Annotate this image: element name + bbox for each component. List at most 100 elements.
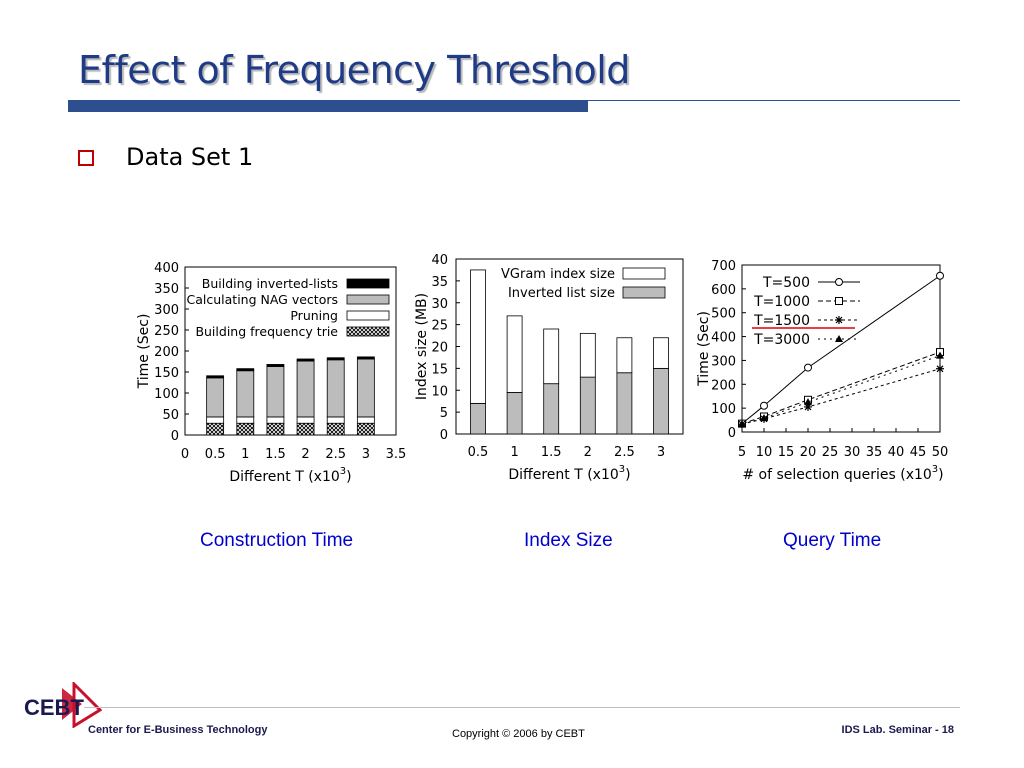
title-underline-line	[588, 100, 960, 101]
slide-title: Effect of Frequency Threshold	[78, 48, 630, 92]
bar-segment	[296, 416, 315, 424]
legend-label: T=1000	[753, 294, 810, 310]
bar-segment	[236, 368, 255, 372]
legend-label: T=500	[762, 275, 810, 291]
x-tick-label: 5	[738, 445, 746, 460]
x-tick-label: 2	[584, 445, 592, 460]
footer-page-label: IDS Lab. Seminar - 18	[841, 724, 954, 736]
bar-segment	[616, 337, 633, 374]
x-tick-label: 2.5	[614, 445, 635, 460]
bar-segment	[236, 416, 255, 424]
y-tick-label: 400	[154, 261, 179, 276]
x-tick-label: 1.5	[265, 447, 286, 462]
bar-segment	[326, 357, 345, 361]
legend-label: Pruning	[290, 308, 338, 323]
legend-label: T=1500	[753, 313, 810, 329]
cebt-logo: CEBT	[24, 682, 102, 728]
series-line	[741, 275, 941, 425]
caption-index-size: Index Size	[524, 530, 613, 551]
x-axis-label: # of selection queries (x103)	[742, 464, 943, 483]
bar-segment	[266, 422, 285, 436]
x-tick-label: 0.5	[468, 445, 489, 460]
legend-label: Calculating NAG vectors	[187, 292, 339, 307]
bar-segment	[616, 372, 633, 435]
bar-segment	[326, 416, 345, 424]
bar-segment	[206, 416, 225, 424]
x-axis-label: Different T (x103)	[229, 466, 351, 485]
x-tick-label: 1	[510, 445, 518, 460]
y-tick-label: 0	[728, 426, 736, 441]
bar-segment	[206, 375, 225, 379]
bar-segment	[470, 269, 486, 404]
x-tick-label: 2	[301, 447, 309, 462]
x-tick-label: 2.5	[325, 447, 346, 462]
legend-label: Building frequency trie	[195, 324, 338, 339]
svg-text:CEBT: CEBT	[24, 695, 84, 720]
bar-segment	[543, 383, 560, 435]
bar-segment	[236, 422, 255, 436]
legend-label: Building inverted-lists	[202, 276, 338, 291]
bar-segment	[266, 366, 285, 418]
bar-segment	[543, 328, 560, 385]
x-tick-label: 15	[778, 445, 795, 460]
y-axis-label: Index size (MB)	[414, 293, 430, 400]
x-tick-label: 40	[888, 445, 905, 460]
y-tick-label: 20	[431, 341, 448, 356]
bar-segment	[356, 422, 375, 436]
x-tick-label: 1.5	[541, 445, 562, 460]
bar-segment	[266, 416, 285, 424]
y-tick-label: 100	[154, 387, 179, 402]
x-tick-label: 3.5	[386, 447, 407, 462]
y-tick-label: 300	[154, 303, 179, 318]
legend-swatch	[346, 294, 390, 305]
bar-segment	[653, 337, 669, 369]
y-tick-label: 15	[431, 362, 448, 377]
x-tick-label: 35	[866, 445, 883, 460]
data-point	[804, 363, 812, 372]
data-point	[804, 398, 812, 406]
bar-segment	[266, 364, 285, 367]
x-tick-label: 45	[910, 445, 927, 460]
series-line	[741, 351, 941, 425]
y-tick-label: 400	[711, 331, 736, 346]
bar-segment	[356, 356, 375, 360]
bullet-text: Data Set 1	[126, 143, 254, 171]
x-tick-label: 30	[844, 445, 861, 460]
y-tick-label: 200	[711, 378, 736, 393]
query-time-chart: 0 100 200 300 400 500 600 700 5 10 15 20 25 30 35 40 45 5…	[696, 259, 948, 483]
data-point	[760, 401, 768, 410]
x-tick-label: 0.5	[205, 447, 226, 462]
legend-marker	[835, 278, 843, 286]
y-tick-label: 30	[431, 297, 448, 312]
bar-segment	[296, 422, 315, 436]
bar-segment	[236, 370, 255, 418]
legend-swatch	[622, 267, 666, 280]
legend-swatch	[622, 286, 666, 299]
data-point	[936, 351, 944, 359]
construction-time-chart: 0 50 100 150 200 250 300 350 400 0 0.5 1 1.5 2 2.5 3 3.5…	[136, 261, 406, 485]
y-tick-label: 25	[431, 319, 448, 334]
footer-divider	[84, 707, 960, 708]
bar-segment	[506, 392, 523, 435]
y-tick-label: 35	[431, 275, 448, 290]
bar-segment	[579, 376, 596, 435]
x-axis-label: Different T (x103)	[508, 464, 630, 483]
bar-segment	[653, 367, 669, 435]
bar-segment	[326, 422, 345, 436]
data-point	[936, 364, 944, 373]
y-tick-label: 40	[431, 253, 448, 268]
caption-construction-time: Construction Time	[200, 530, 354, 551]
bar-segment	[206, 377, 225, 418]
y-tick-label: 250	[154, 324, 179, 339]
y-tick-label: 300	[711, 354, 736, 369]
y-tick-label: 700	[711, 259, 736, 274]
bar-segment	[470, 402, 486, 435]
legend-label: Inverted list size	[508, 286, 615, 301]
series-line	[741, 355, 941, 425]
title-underline-bar	[68, 100, 588, 112]
bullet-square-icon	[78, 150, 94, 166]
legend-label: T=3000	[753, 332, 810, 348]
caption-query-time: Query Time	[783, 530, 882, 551]
bar-segment	[356, 416, 375, 424]
